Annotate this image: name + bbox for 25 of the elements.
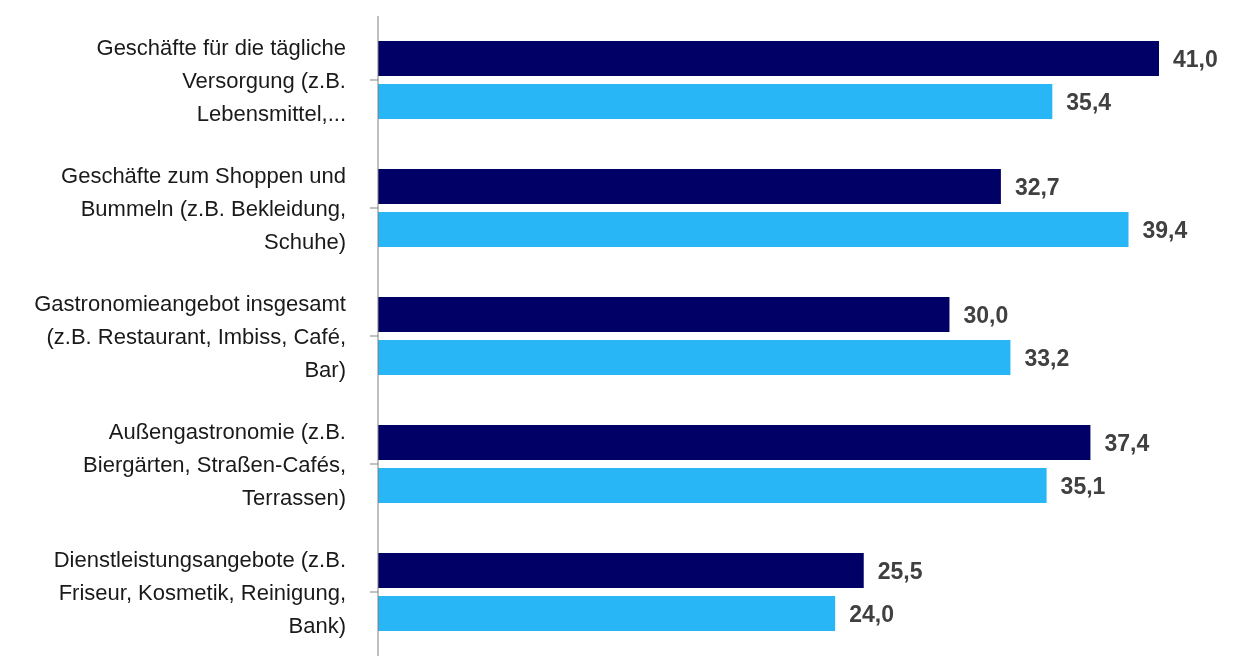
- bar: [378, 468, 1047, 503]
- data-label: 41,0: [1173, 45, 1218, 72]
- y-tick-label: Geschäfte zum Shoppen und Bummeln (z.B. Bekleidung, Schuhe): [61, 162, 346, 254]
- data-label: 35,4: [1066, 88, 1112, 115]
- data-label: 25,5: [877, 557, 923, 584]
- bar: [378, 297, 950, 332]
- bar: [378, 425, 1091, 460]
- data-label: 30,0: [963, 301, 1009, 328]
- y-tick-label: Gastronomieangebot insgesamt (z.B. Restaurant, Imbiss, Café, Bar): [34, 290, 346, 382]
- bar: [378, 84, 1053, 119]
- data-label: 35,1: [1060, 472, 1106, 499]
- data-label: 39,4: [1142, 216, 1188, 243]
- y-tick-label: Dienstleistungsangebote (z.B. Friseur, Kosmetik, Reinigung, Bank): [53, 546, 346, 638]
- data-label: 24,0: [849, 600, 894, 627]
- bar: [378, 169, 1001, 204]
- bar: [378, 212, 1129, 247]
- y-tick-label: Außengastronomie (z.B. Biergärten, Straßen-Cafés, Terrassen): [83, 418, 346, 510]
- data-label: 37,4: [1104, 429, 1150, 456]
- bar: [378, 553, 864, 588]
- y-tick-label: Geschäfte für die tägliche Versorgung (z.B. Lebensmittel,...: [96, 34, 346, 126]
- bar: [378, 340, 1011, 375]
- data-label: 32,7: [1014, 173, 1060, 200]
- bar: [378, 596, 836, 631]
- data-label: 33,2: [1024, 344, 1070, 371]
- bar: [378, 41, 1159, 76]
